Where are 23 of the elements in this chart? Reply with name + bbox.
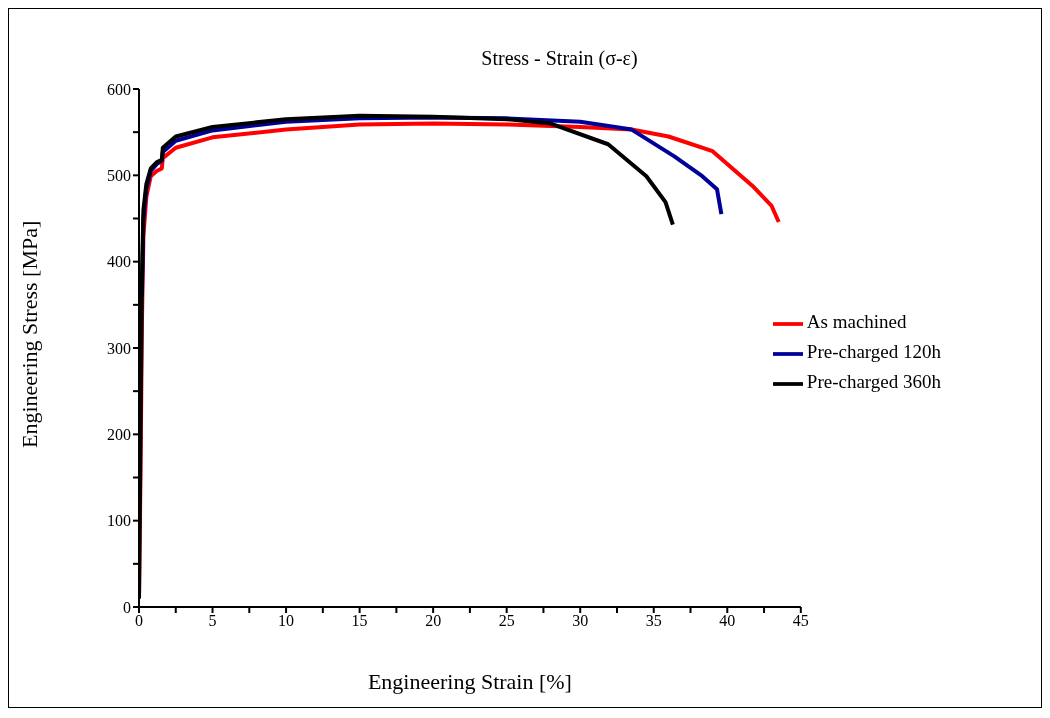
- legend-label: As machined: [806, 310, 907, 332]
- y-tick-label: 0: [123, 598, 131, 616]
- x-tick-label: 45: [792, 612, 809, 630]
- y-tick-label: 100: [107, 512, 131, 530]
- x-tick-label: 20: [425, 612, 442, 630]
- y-tick-label: 200: [107, 426, 131, 444]
- x-tick-label: 35: [645, 612, 662, 630]
- x-tick-label: 25: [498, 612, 515, 630]
- y-tick-label: 400: [107, 253, 131, 271]
- x-tick-label: 30: [572, 612, 589, 630]
- chart-title: Stress - Strain (σ-ε): [480, 47, 639, 70]
- y-tick-label: 500: [107, 167, 131, 185]
- x-tick-label: 40: [719, 612, 736, 630]
- x-tick-label: 10: [278, 612, 295, 630]
- legend-label: Pre-charged 360h: [806, 370, 941, 392]
- y-axis-title: Engineering Stress [MPa]: [16, 220, 42, 448]
- legend-label: Pre-charged 120h: [806, 340, 941, 362]
- x-tick-label: 15: [351, 612, 368, 630]
- y-tick-label: 600: [107, 80, 131, 98]
- x-axis-title: Engineering Strain [%]: [367, 669, 572, 694]
- x-tick-label: 0: [135, 612, 143, 630]
- y-tick-label: 300: [107, 339, 131, 357]
- x-tick-label: 5: [208, 612, 217, 630]
